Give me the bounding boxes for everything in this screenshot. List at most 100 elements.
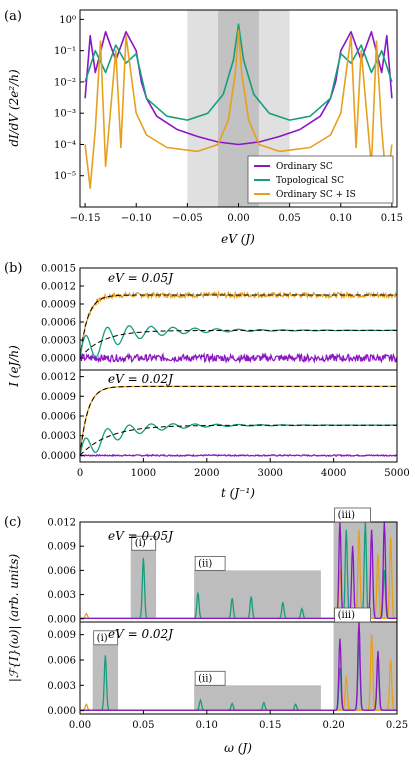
annotation-c-ev005: eV = 0.05J	[108, 529, 174, 543]
y-tick-label-a: 10⁻³	[54, 109, 76, 120]
y-tick-label-c: 0.012	[47, 518, 76, 529]
x-tick-label-c: 0.05	[132, 720, 154, 731]
region-box	[194, 570, 321, 619]
y-tick-label-b: 0.0003	[41, 431, 76, 442]
region-label: (ii)	[198, 673, 212, 684]
y-tick-label-c: 0.003	[47, 590, 76, 601]
region-label-box	[93, 630, 119, 646]
region-label-box	[334, 607, 372, 623]
plot-b-lower-lines	[79, 385, 397, 458]
axis-label-c-y: |ℱ{I}(ω)| (arb. units)	[7, 554, 21, 683]
x-tick-label-c: 0.00	[69, 720, 91, 731]
x-tick-label-c: 0.25	[386, 720, 408, 731]
axis-label-a-y: dI/dV (2e²/h)	[7, 69, 21, 147]
region-label-box	[334, 507, 372, 523]
fit-line-b	[79, 424, 397, 456]
panel-label-b: (b)	[4, 261, 22, 276]
y-tick-label-a: 10⁻²	[54, 77, 76, 88]
legend-label-ordinary: Ordinary SC	[276, 162, 333, 172]
series-line-b	[79, 453, 397, 458]
annotation-c-ev002: eV = 0.02J	[108, 627, 174, 641]
y-tick-label-c: 0.000	[47, 614, 76, 625]
region-label: (ii)	[198, 558, 212, 569]
plot-c-upper-boxes	[130, 522, 397, 619]
region-box	[194, 685, 321, 711]
y-tick-label-c: 0.003	[47, 681, 76, 692]
region-label: (i)	[97, 633, 108, 644]
region-label: (iii)	[338, 510, 355, 521]
annotation-b-ev002: eV = 0.02J	[108, 372, 174, 386]
y-tick-label-c: 0.006	[47, 655, 76, 666]
y-tick-label-b: 0.0012	[41, 282, 76, 293]
plot-a: −0.15 −0.10 −0.05 0.00 0.05 0.10 0.15 10⁰ 10⁻¹ 10…	[54, 9, 403, 224]
series-line-c	[80, 621, 397, 711]
axis-label-c-x: ω (J)	[224, 741, 252, 755]
plot-a-lines	[84, 23, 393, 189]
plot-b-upper-background	[80, 268, 397, 370]
legend-label-ordinary-is: Ordinary SC + IS	[276, 190, 356, 200]
x-tick-label-c: 0.15	[259, 720, 281, 731]
y-tick-label-a: 10⁻⁵	[54, 171, 76, 182]
plot-c-lower-box-labels: (i) (ii) (iii)	[93, 607, 372, 686]
y-tick-label-b: 0.0000	[41, 451, 76, 462]
plot-b-upper-ticks: 0.0015 0.0012 0.0009 0.0006 0.0003 0.0000	[41, 264, 84, 365]
y-tick-label-a: 10⁻¹	[54, 46, 76, 57]
y-tick-label-b: 0.0015	[41, 264, 76, 275]
y-tick-label-b: 0.0012	[41, 372, 76, 383]
annotation-b-ev005: eV = 0.05J	[108, 271, 174, 285]
y-tick-label-b: 0.0006	[41, 318, 76, 329]
y-tick-label-a: 10⁰	[59, 15, 76, 26]
region-label-box	[194, 555, 226, 571]
x-tick-label-b: 3000	[257, 468, 282, 479]
y-tick-label-b: 0.0006	[41, 412, 76, 423]
series-line-b	[79, 352, 398, 364]
panel-label-a: (a)	[4, 9, 22, 24]
plot-c-lower: 0.009 0.006 0.003 0.000 0.00 0.05 0.10 0.15 0.20…	[47, 607, 408, 731]
plot-c-upper-box-labels: (i) (ii) (iii)	[131, 507, 372, 571]
x-tick-label-b: 4000	[321, 468, 346, 479]
axis-label-a-x: eV (J)	[221, 232, 255, 246]
plot-c-lower-ticks: 0.009 0.006 0.003 0.000 0.00 0.05 0.10 0.15 0.20…	[47, 630, 408, 731]
axis-label-b-y: I (eJ/h)	[7, 345, 21, 388]
y-tick-label-a: 10⁻⁴	[54, 140, 76, 151]
x-tick-label-a: −0.15	[70, 213, 101, 224]
plot-b-lower-background	[80, 370, 397, 462]
plot-a-ticks: −0.15 −0.10 −0.05 0.00 0.05 0.10 0.15 10⁰ 10⁻¹ 10…	[54, 15, 403, 224]
plot-b-upper: 0.0015 0.0012 0.0009 0.0006 0.0003 0.0000 eV …	[41, 264, 398, 371]
x-tick-label-a: 0.10	[330, 213, 352, 224]
series-line-a-1	[84, 23, 393, 121]
region-box	[333, 622, 397, 711]
x-tick-label-a: 0.05	[278, 213, 300, 224]
series-line-a-2	[84, 29, 393, 189]
plot-c-lower-boxes	[92, 622, 397, 711]
x-tick-label-c: 0.20	[322, 720, 344, 731]
x-tick-label-a: −0.10	[121, 213, 152, 224]
plot-c-upper: 0.012 0.009 0.006 0.003 0.000 (i) (ii) (iii) e…	[47, 507, 398, 625]
region-box	[92, 644, 119, 711]
panel-label-c: (c)	[4, 515, 21, 530]
y-tick-label-c: 0.006	[47, 566, 76, 577]
y-tick-label-b: 0.0000	[41, 354, 76, 365]
x-tick-label-a: 0.15	[381, 213, 403, 224]
y-tick-label-b: 0.0003	[41, 336, 76, 347]
fit-line-b	[79, 329, 397, 359]
region-label-box	[131, 535, 157, 551]
plot-c-lower-frame	[79, 621, 398, 715]
fit-line-b	[79, 385, 397, 456]
series-line-b	[79, 423, 397, 456]
x-tick-label-b: 1000	[131, 468, 156, 479]
fit-line-b	[79, 294, 397, 359]
region-label: (i)	[135, 538, 146, 549]
x-tick-label-b: 2000	[194, 468, 219, 479]
y-tick-label-b: 0.0009	[41, 300, 76, 311]
region-label-box	[194, 670, 226, 686]
y-tick-label-c: 0.009	[47, 630, 76, 641]
legend-a: Ordinary SC Topological SC Ordinary SC +…	[247, 155, 394, 204]
legend-label-topological: Topological SC	[276, 176, 344, 186]
region-label: (iii)	[338, 610, 355, 621]
y-tick-label-b: 0.0009	[41, 392, 76, 403]
series-line-b	[79, 325, 397, 359]
